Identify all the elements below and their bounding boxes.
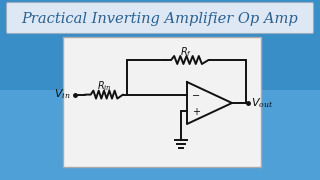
Bar bbox=[0, 0, 320, 90]
Bar bbox=[0, 90, 320, 180]
Text: $R_f$: $R_f$ bbox=[180, 45, 193, 59]
Text: Practical Inverting Amplifier Op Amp: Practical Inverting Amplifier Op Amp bbox=[22, 12, 298, 26]
Text: −: − bbox=[192, 91, 200, 101]
Text: $R_{\mathregular{in}}$: $R_{\mathregular{in}}$ bbox=[97, 80, 111, 93]
Text: +: + bbox=[192, 107, 200, 117]
Text: $V_{\mathregular{out}}$: $V_{\mathregular{out}}$ bbox=[251, 96, 273, 110]
Bar bbox=[63, 37, 261, 167]
Text: $V_{\mathregular{in}}$: $V_{\mathregular{in}}$ bbox=[54, 88, 71, 102]
FancyBboxPatch shape bbox=[6, 3, 314, 33]
